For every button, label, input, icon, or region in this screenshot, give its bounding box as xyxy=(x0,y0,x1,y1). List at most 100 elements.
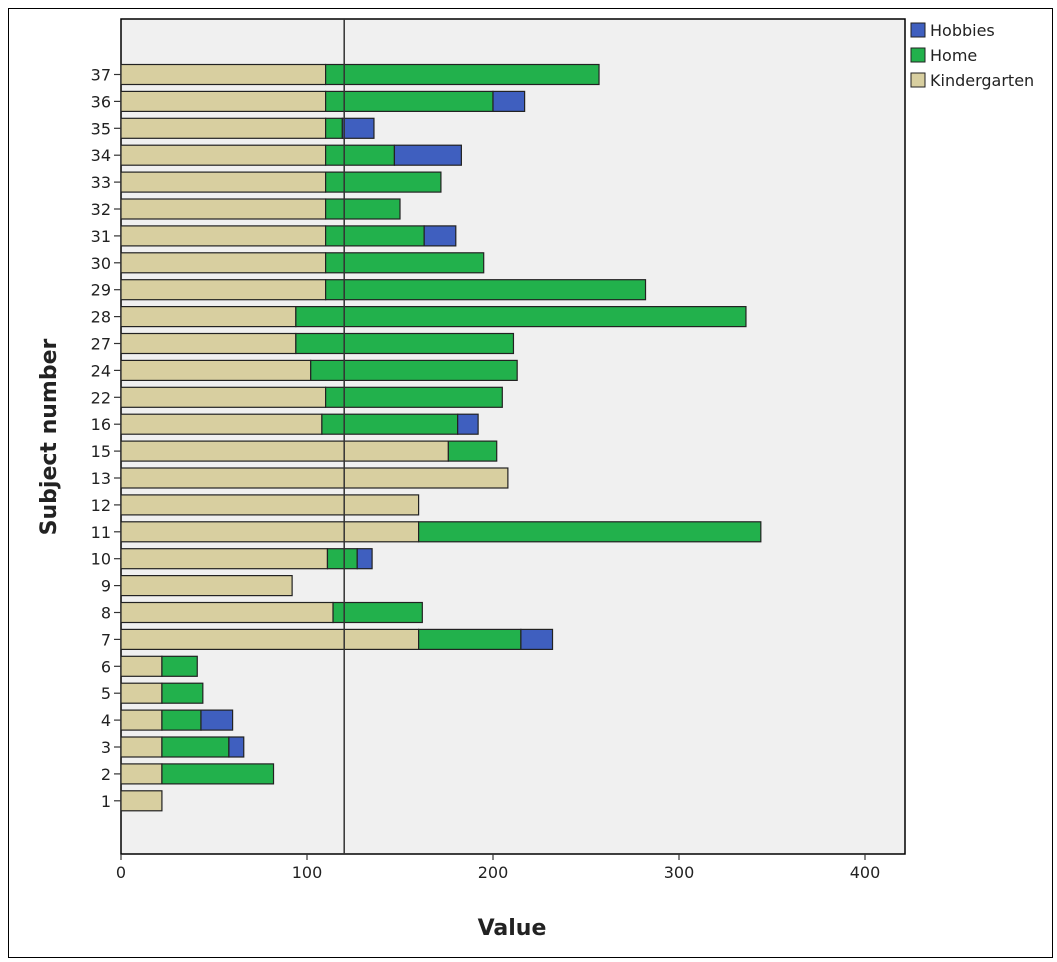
y-axis: 3736353433323130292827242216151312111098… xyxy=(91,66,121,811)
bar-kindergarten-12 xyxy=(120,494,420,516)
y-tick-label: 28 xyxy=(91,308,111,327)
bar-home-11 xyxy=(418,521,762,543)
bar-kindergarten-15 xyxy=(120,440,449,462)
legend-swatch-home xyxy=(910,47,926,63)
bar-home-36 xyxy=(325,90,494,113)
y-axis-title: Subject number xyxy=(37,339,62,536)
bar-kindergarten-11 xyxy=(120,521,420,543)
bar-hobbies-3 xyxy=(228,736,245,758)
bar-home-3 xyxy=(161,736,230,758)
bar-hobbies-31 xyxy=(423,225,457,247)
x-tick-label: 400 xyxy=(850,863,881,882)
bar-hobbies-35 xyxy=(341,117,375,139)
bar-home-22 xyxy=(325,386,503,408)
bar-hobbies-34 xyxy=(393,144,462,166)
bar-kindergarten-24 xyxy=(120,359,312,381)
bar-kindergarten-22 xyxy=(120,386,327,408)
legend: Hobbies Home Kindergarten xyxy=(910,21,1034,90)
bar-kindergarten-9 xyxy=(120,574,293,597)
bar-home-6 xyxy=(161,655,198,677)
x-tick-label: 100 xyxy=(292,863,323,882)
bar-hobbies-16 xyxy=(457,413,479,435)
bars-group xyxy=(120,63,762,812)
bar-hobbies-4 xyxy=(200,709,234,731)
y-tick-label: 11 xyxy=(91,523,111,542)
bar-home-24 xyxy=(310,359,518,381)
bar-home-5 xyxy=(161,682,204,704)
bar-home-29 xyxy=(325,279,647,301)
plot-area xyxy=(120,18,906,855)
bar-kindergarten-3 xyxy=(120,736,163,758)
bar-kindergarten-13 xyxy=(120,467,509,489)
bar-home-28 xyxy=(295,306,747,328)
bar-home-34 xyxy=(325,144,396,166)
bar-kindergarten-34 xyxy=(120,144,327,166)
y-tick-label: 27 xyxy=(91,335,111,354)
bar-kindergarten-32 xyxy=(120,198,327,220)
bar-kindergarten-37 xyxy=(120,63,327,86)
x-tick-label: 0 xyxy=(116,863,126,882)
bar-kindergarten-16 xyxy=(120,413,323,435)
y-tick-label: 32 xyxy=(91,200,111,219)
y-tick-label: 2 xyxy=(101,765,111,784)
y-tick-label: 9 xyxy=(101,577,111,596)
bar-home-4 xyxy=(161,709,202,731)
y-tick-label: 31 xyxy=(91,227,111,246)
bar-kindergarten-4 xyxy=(120,709,163,731)
bar-home-7 xyxy=(418,628,522,651)
y-tick-label: 5 xyxy=(101,684,111,703)
bar-kindergarten-10 xyxy=(120,548,329,570)
y-tick-label: 15 xyxy=(91,442,111,461)
y-tick-label: 16 xyxy=(91,415,111,434)
bar-kindergarten-6 xyxy=(120,655,163,677)
bar-home-16 xyxy=(321,413,459,435)
bar-kindergarten-33 xyxy=(120,171,327,193)
bar-home-31 xyxy=(325,225,425,247)
bar-home-2 xyxy=(161,763,275,785)
bar-home-15 xyxy=(447,440,498,462)
bar-kindergarten-35 xyxy=(120,117,327,139)
y-tick-label: 35 xyxy=(91,119,111,138)
bar-home-27 xyxy=(295,332,515,355)
bar-kindergarten-30 xyxy=(120,252,327,274)
bar-home-37 xyxy=(325,63,600,86)
legend-swatch-hobbies xyxy=(910,22,926,38)
y-tick-label: 12 xyxy=(91,496,111,515)
y-tick-label: 36 xyxy=(91,92,111,111)
x-tick-label: 300 xyxy=(664,863,695,882)
y-tick-label: 13 xyxy=(91,469,111,488)
y-tick-label: 6 xyxy=(101,657,111,676)
y-tick-label: 1 xyxy=(101,792,111,811)
y-tick-label: 37 xyxy=(91,66,111,85)
legend-swatch-kindergarten xyxy=(910,72,926,88)
bar-kindergarten-1 xyxy=(120,790,163,812)
y-tick-label: 33 xyxy=(91,173,111,192)
bar-home-30 xyxy=(325,252,485,274)
bar-kindergarten-36 xyxy=(120,90,327,113)
y-tick-label: 34 xyxy=(91,146,111,165)
y-tick-label: 29 xyxy=(91,281,111,300)
chart-frame: 37 36 35 34 33 32 31 30 29 28 27 24 22 16 15 13 12 11 10 9 8… xyxy=(8,8,1053,958)
x-axis: 0 100 200 300 400 xyxy=(116,854,880,882)
bar-kindergarten-28 xyxy=(120,306,297,328)
bar-kindergarten-27 xyxy=(120,332,297,355)
y-tick-label: 3 xyxy=(101,738,111,757)
y-tick-label: 8 xyxy=(101,604,111,623)
bar-kindergarten-8 xyxy=(120,601,334,624)
legend-label-hobbies: Hobbies xyxy=(930,21,995,40)
bar-kindergarten-31 xyxy=(120,225,327,247)
stacked-bar-chart: 3736353433323130292827242216151312111098… xyxy=(37,18,1034,941)
bar-hobbies-10 xyxy=(356,548,373,570)
y-tick-label: 7 xyxy=(101,630,111,649)
y-tick-label: 30 xyxy=(91,254,111,273)
y-tick-label: 10 xyxy=(91,550,111,569)
bar-kindergarten-5 xyxy=(120,682,163,704)
bar-home-8 xyxy=(332,601,423,624)
y-tick-label: 24 xyxy=(91,361,111,380)
bar-home-33 xyxy=(325,171,442,193)
x-axis-title: Value xyxy=(478,916,547,941)
bar-hobbies-36 xyxy=(492,90,526,113)
x-tick-label: 200 xyxy=(478,863,509,882)
legend-label-kindergarten: Kindergarten xyxy=(930,71,1034,90)
bar-home-10 xyxy=(326,548,358,570)
